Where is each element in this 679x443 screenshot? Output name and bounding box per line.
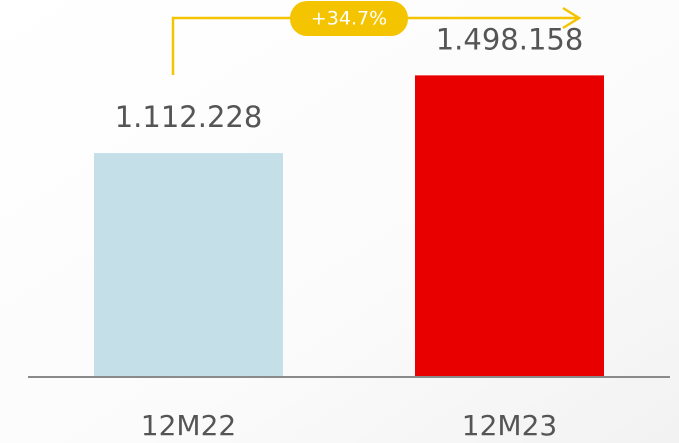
x-tick-label: 12M23 — [462, 409, 557, 442]
value-label: 1.112.228 — [115, 100, 263, 134]
growth-arrow: +34.7% — [171, 1, 582, 75]
bar — [415, 75, 604, 378]
x-tick-label: 12M22 — [141, 409, 236, 442]
annotation-pill — [290, 1, 408, 36]
annotation: +34.7% — [311, 8, 387, 30]
arrow-head — [562, 6, 582, 30]
arrow-line — [171, 16, 578, 75]
value-label: 1.498.158 — [436, 22, 584, 56]
bar — [94, 153, 283, 377]
